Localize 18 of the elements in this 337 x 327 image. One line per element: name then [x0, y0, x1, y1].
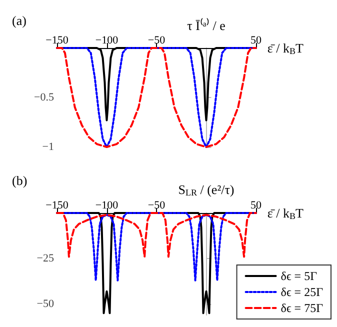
x-tick-label: 50 — [250, 34, 262, 46]
x-tick-label: −100 — [95, 34, 119, 46]
text: (b) — [12, 173, 28, 188]
x-tick-label: 50 — [250, 200, 262, 212]
y-tick-label: −0.5 — [34, 92, 54, 104]
y-axis-title: τ Ī⁽ᵃ⁾ / e — [187, 18, 226, 33]
legend-label: δϵ = 75Γ — [280, 301, 324, 315]
x-tick-label: −150 — [46, 34, 69, 46]
y-tick-label: −1 — [42, 141, 54, 153]
x-tick-label: −100 — [95, 200, 119, 212]
text: (a) — [12, 13, 26, 28]
legend-label: δϵ = 25Γ — [280, 285, 324, 299]
x-tick-label: −50 — [148, 200, 166, 212]
x-tick-label: −150 — [46, 200, 69, 212]
legend-label: δϵ = 5Γ — [280, 269, 318, 283]
x-tick-label: −50 — [148, 34, 166, 46]
y-tick-label: −25 — [36, 252, 54, 265]
y-tick-label: −50 — [36, 298, 54, 310]
